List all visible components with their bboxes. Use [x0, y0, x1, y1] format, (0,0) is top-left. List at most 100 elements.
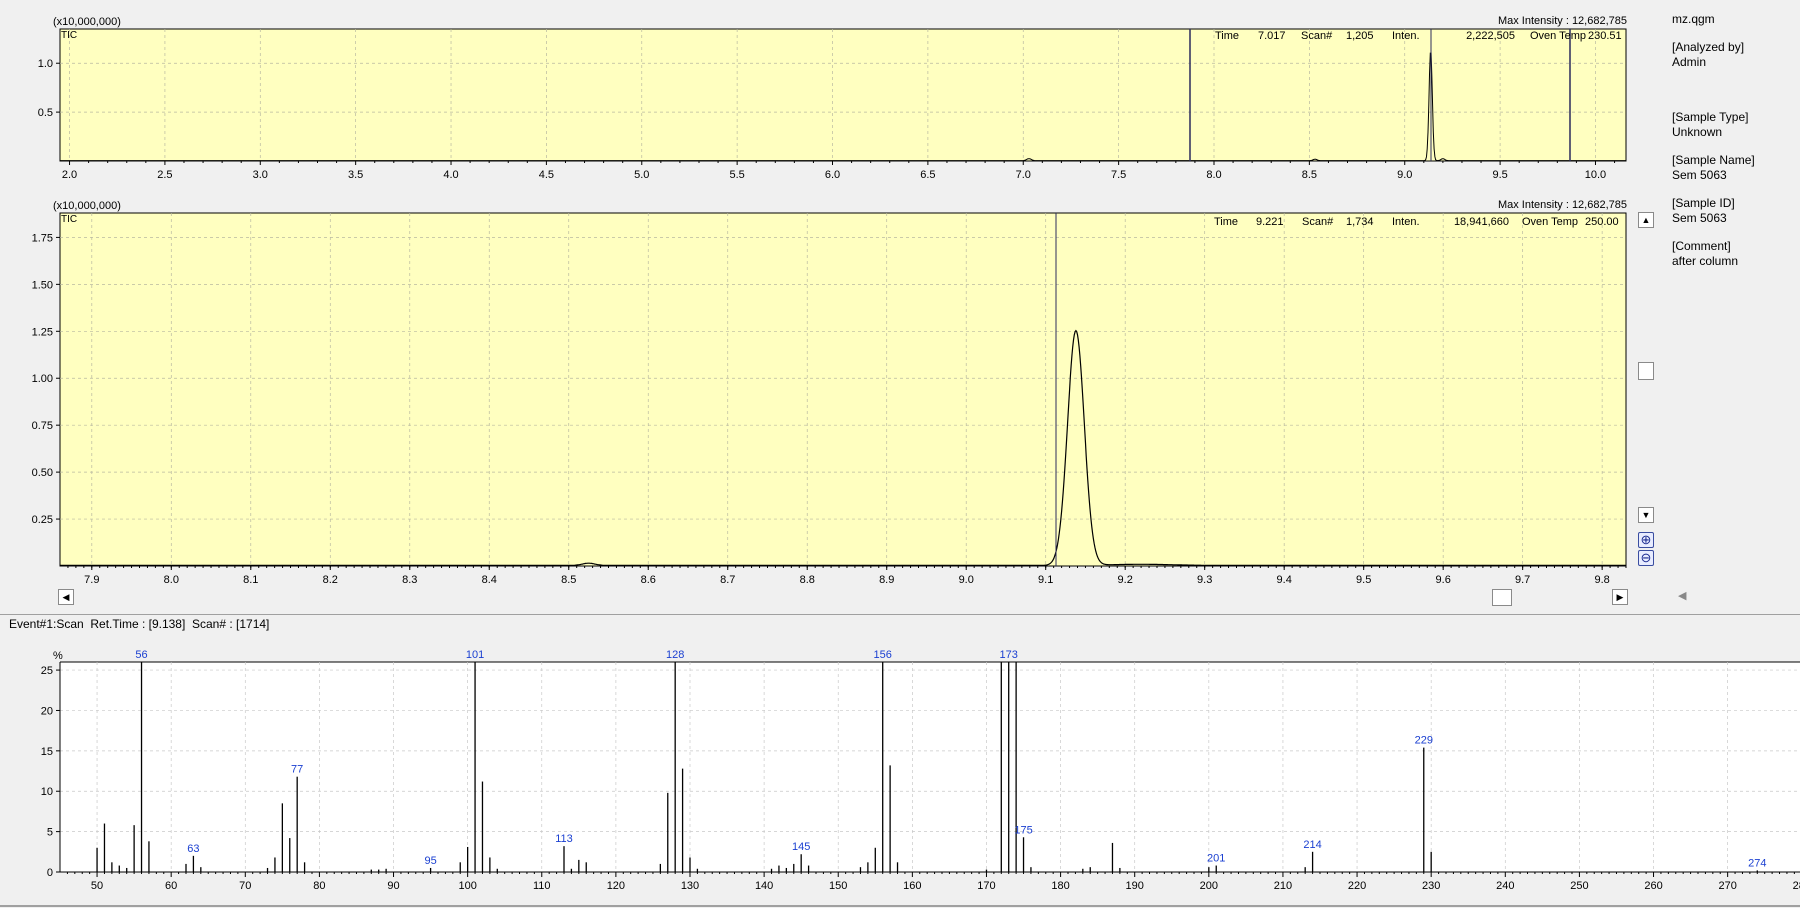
overview-x-tick-label: 9.0	[1397, 169, 1412, 181]
cursor-scan-label: Scan#	[1302, 216, 1334, 228]
spectrum-y-tick-label: 0	[47, 867, 53, 879]
sample-info-panel: mz.qgm [Analyzed by] Admin [Sample Type]…	[1672, 12, 1800, 282]
scroll-down-button[interactable]: ▼	[1638, 507, 1654, 523]
zoomed-x-tick-label: 9.8	[1595, 574, 1610, 586]
overview-x-tick-label: 2.5	[157, 169, 172, 181]
overview-y-axis: 1.0 0.5	[38, 58, 60, 119]
spectrum-peak-label: 274	[1748, 857, 1766, 869]
spectrum-x-tick-label: 230	[1422, 880, 1440, 892]
vertical-scroll-thumb[interactable]	[1638, 362, 1654, 380]
spectrum-grid	[60, 662, 1800, 872]
spectrum-y-tick-label: 25	[41, 665, 53, 677]
analyzed-by-label: [Analyzed by]	[1672, 40, 1745, 54]
mass-spectrum[interactable]: 56 63 77 95 101 113 128 145 156 173 175 201 214 229 27…	[0, 635, 1800, 905]
sample-name-label: [Sample Name]	[1672, 153, 1755, 167]
zoomed-scale-label: (x10,000,000)	[53, 200, 121, 212]
event-line: Event#1:Scan Ret.Time : [9.138] Scan# : …	[9, 617, 270, 631]
zoomed-y-tick-label: 0.50	[32, 467, 53, 479]
spectrum-peak-label: 113	[555, 833, 573, 845]
spectrum-y-tick-label: 5	[47, 827, 53, 839]
zoomed-x-tick-label: 8.0	[164, 574, 179, 586]
zoomed-plot-area[interactable]	[59, 212, 1627, 567]
spectrum-x-tick-label: 100	[458, 880, 476, 892]
zoomed-cursor-info: Time 9.221 Scan# 1,734 Inten. 18,941,660…	[1214, 216, 1619, 228]
cursor-inten-value: 18,941,660	[1454, 216, 1509, 228]
spectrum-peak-label: 56	[135, 649, 147, 661]
spectrum-x-tick-label: 220	[1348, 880, 1366, 892]
overview-x-tick-label: 3.0	[253, 169, 268, 181]
zoomed-vertical-scrollbar[interactable]: ▲ ▼	[1637, 212, 1655, 527]
cursor-time-value: 9.221	[1256, 216, 1284, 228]
overview-plot-area[interactable]	[59, 28, 1627, 162]
spectrum-peak-label: 214	[1303, 839, 1321, 851]
spectrum-peak-label: 175	[1014, 824, 1032, 836]
spectrum-x-tick-label: 200	[1200, 880, 1218, 892]
spectrum-peak-label: 201	[1207, 853, 1225, 865]
horizontal-scroll-thumb[interactable]	[1492, 589, 1512, 606]
spectrum-x-tick-label: 80	[313, 880, 325, 892]
zoomed-x-tick-label: 8.9	[879, 574, 894, 586]
comment-label: [Comment]	[1672, 239, 1731, 253]
zoomed-x-tick-label: 7.9	[84, 574, 99, 586]
overview-x-axis: 2.0 2.5 3.0 3.5 4.0 4.5 5.0 5.5 6.0 6.5 7.0 7.5 8.0 8…	[62, 161, 1616, 181]
scroll-left-button[interactable]: ◀	[58, 589, 74, 605]
zoomed-y-tick-label: 0.75	[32, 420, 53, 432]
zoomed-chromatogram[interactable]: (x10,000,000) TIC Max Intensity : 12,682…	[0, 198, 1640, 593]
cursor-scan-value: 1,734	[1346, 216, 1374, 228]
bottom-border	[0, 905, 1800, 907]
overview-x-tick-label: 5.5	[729, 169, 744, 181]
spectrum-x-tick-label: 70	[239, 880, 251, 892]
spectrum-peak-label: 63	[187, 843, 199, 855]
cursor-temp-value: 230.51	[1588, 30, 1622, 42]
zoomed-y-tick-label: 0.25	[32, 514, 53, 526]
zoomed-x-tick-label: 9.6	[1436, 574, 1451, 586]
spectrum-x-tick-label: 210	[1274, 880, 1292, 892]
overview-x-tick-label: 4.5	[539, 169, 554, 181]
zoomed-x-tick-label: 9.2	[1118, 574, 1133, 586]
zoomed-grid	[60, 213, 1626, 566]
overview-x-tick-label: 6.0	[825, 169, 840, 181]
spectrum-peak-label: 145	[792, 841, 810, 853]
spectrum-peak-label: 156	[874, 649, 892, 661]
zoomed-x-tick-label: 8.5	[561, 574, 576, 586]
overview-x-tick-label: 5.0	[634, 169, 649, 181]
info-panel-horizontal-scrollbar[interactable]: ◀	[1672, 589, 1800, 606]
overview-x-tick-label: 7.0	[1016, 169, 1031, 181]
spectrum-peak-label: 173	[1000, 649, 1018, 661]
zoomed-y-tick-label: 1.75	[32, 232, 53, 244]
zoomed-x-tick-label: 9.0	[959, 574, 974, 586]
analyzed-by: [Analyzed by] Admin	[1672, 40, 1800, 70]
zoomed-x-axis: 7.9 8.0 8.1 8.2 8.3 8.4 8.5 8.6 8.7 8.8 8.9 9.0 9.1 9…	[67, 566, 1627, 586]
scroll-right-button[interactable]: ▶	[1612, 589, 1628, 605]
pane-separator[interactable]	[0, 614, 1800, 615]
scroll-up-button[interactable]: ▲	[1638, 212, 1654, 228]
chromatogram-horizontal-scrollbar[interactable]: ◀ ▶	[58, 589, 1629, 606]
zoom-in-icon[interactable]: ⊕	[1638, 532, 1654, 548]
spectrum-peak-label: 77	[291, 764, 303, 776]
zoomed-y-tick-label: 1.50	[32, 279, 53, 291]
spectrum-x-tick-label: 130	[681, 880, 699, 892]
overview-scale-label: (x10,000,000)	[53, 16, 121, 28]
zoomed-y-axis: 1.75 1.50 1.25 1.00 0.75 0.50 0.25	[32, 232, 60, 526]
info-scroll-left-icon[interactable]: ◀	[1678, 590, 1687, 602]
comment: [Comment] after column	[1672, 239, 1800, 269]
cursor-scan-value: 1,205	[1346, 30, 1374, 42]
spectrum-x-tick-label: 60	[165, 880, 177, 892]
zoomed-x-tick-label: 9.5	[1356, 574, 1371, 586]
zoom-out-icon[interactable]: ⊖	[1638, 550, 1654, 566]
zoomed-trace-label: TIC	[61, 214, 77, 225]
overview-chromatogram[interactable]: (x10,000,000) TIC Max Intensity : 12,682…	[0, 0, 1640, 198]
overview-x-tick-label: 10.0	[1585, 169, 1606, 181]
spectrum-y-tick-label: 15	[41, 746, 53, 758]
sample-name: [Sample Name] Sem 5063	[1672, 153, 1800, 183]
spectrum-plot-area[interactable]	[60, 662, 1800, 872]
overview-x-tick-label: 8.5	[1302, 169, 1317, 181]
overview-trace-label: TIC	[61, 30, 77, 41]
spectrum-peak-label: 128	[666, 649, 684, 661]
sample-type: [Sample Type] Unknown	[1672, 110, 1800, 140]
spectrum-x-tick-label: 160	[903, 880, 921, 892]
zoomed-x-tick-label: 8.8	[800, 574, 815, 586]
cursor-inten-value: 2,222,505	[1466, 30, 1515, 42]
spectrum-x-tick-label: 260	[1644, 880, 1662, 892]
spectrum-x-axis: 50 60 70 80 90 100 110 120 130 140 150 160 170 180 190…	[60, 871, 1800, 892]
